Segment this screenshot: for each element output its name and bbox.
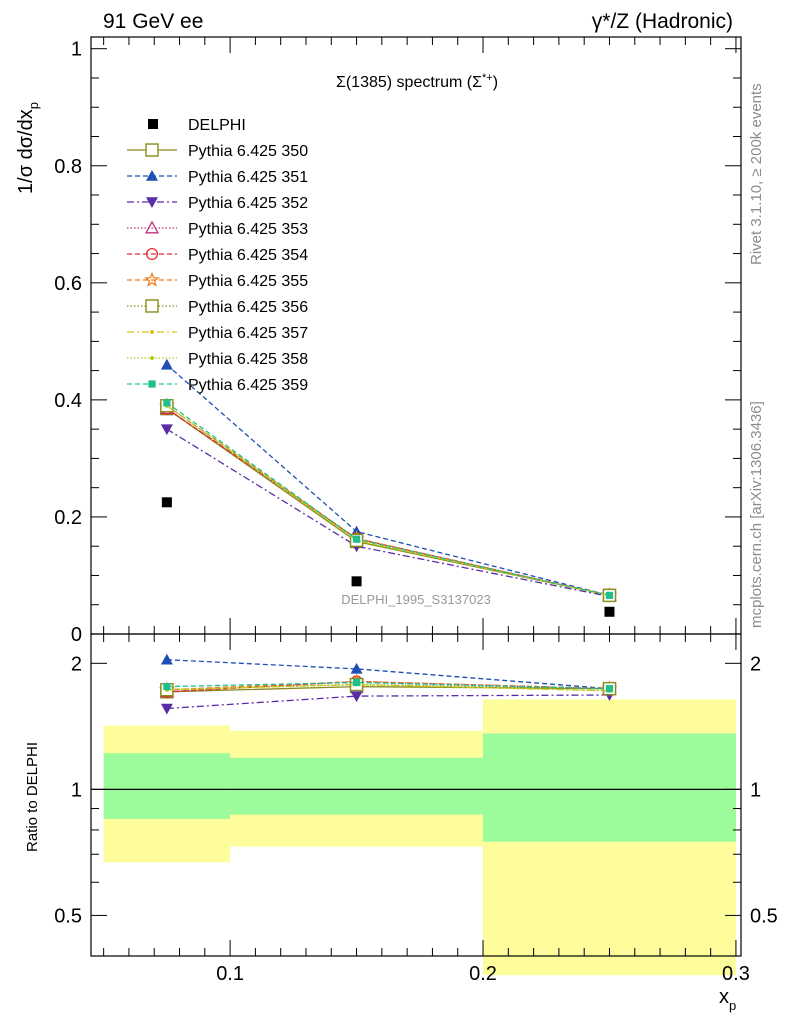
series-line bbox=[166, 408, 610, 597]
legend-label: Pythia 6.425 353 bbox=[188, 221, 308, 238]
ratio-stat-band bbox=[103, 753, 231, 819]
y-tick-label: 0.4 bbox=[54, 390, 82, 412]
mcplots-source-label: mcplots.cern.ch [arXiv:1306.3436] bbox=[748, 401, 765, 628]
series-marker bbox=[160, 358, 173, 370]
header-left-label: 91 GeV ee bbox=[103, 10, 203, 33]
y-tick-label: 0.6 bbox=[54, 273, 82, 295]
legend: DELPHI Pythia 6.425 350 Pythia 6.425 351 Py… bbox=[127, 117, 308, 394]
y-tick-label: 0 bbox=[71, 624, 82, 646]
ratio-axis-label: Ratio to DELPHI bbox=[24, 742, 41, 852]
ratio-series-marker bbox=[605, 685, 614, 693]
y-tick-label: 0.8 bbox=[54, 156, 82, 178]
series-line bbox=[166, 405, 610, 597]
x-tick-label: 0.2 bbox=[469, 963, 497, 985]
legend-label: DELPHI bbox=[188, 117, 246, 134]
ratio-y-tick-label-right: 0.5 bbox=[750, 905, 778, 927]
y-axis-label: 1/σ dσ/dxp bbox=[15, 102, 41, 194]
ratio-y-tick-label-right: 1 bbox=[750, 779, 761, 801]
ratio-series-marker bbox=[350, 662, 363, 674]
series-line bbox=[166, 402, 610, 597]
ratio-series-line bbox=[166, 659, 610, 690]
legend-label: Pythia 6.425 359 bbox=[188, 377, 308, 394]
legend-marker bbox=[145, 299, 159, 313]
legend-marker bbox=[145, 247, 159, 261]
y-tick-label: 0.2 bbox=[54, 507, 82, 529]
legend-marker bbox=[150, 356, 154, 360]
analysis-watermark: DELPHI_1995_S3137023 bbox=[341, 592, 491, 607]
legend-label: Pythia 6.425 355 bbox=[188, 273, 308, 290]
ratio-y-tick-label: 1 bbox=[71, 779, 82, 801]
legend-marker bbox=[144, 220, 160, 234]
main-plot bbox=[158, 358, 618, 617]
ratio-series-marker bbox=[160, 653, 173, 665]
data-marker bbox=[161, 497, 172, 508]
ratio-stat-band bbox=[230, 757, 484, 815]
series-marker bbox=[163, 399, 171, 407]
legend-label: Pythia 6.425 350 bbox=[188, 143, 308, 160]
ratio-uncertainty-bands bbox=[91, 699, 741, 976]
series-marker bbox=[352, 535, 361, 543]
x-tick-label: 0.3 bbox=[722, 963, 750, 985]
legend-marker bbox=[146, 197, 158, 208]
x-axis-label: xp bbox=[719, 986, 736, 1013]
ratio-y-tick-label-right: 2 bbox=[750, 653, 761, 675]
ratio-plot bbox=[158, 653, 618, 715]
ratio-frame bbox=[90, 633, 742, 957]
legend-marker bbox=[146, 170, 158, 181]
series-line bbox=[166, 364, 610, 597]
ratio-series-marker bbox=[160, 703, 173, 715]
ratio-y-tick-label: 2 bbox=[71, 653, 82, 675]
series-line bbox=[166, 405, 610, 597]
legend-marker bbox=[150, 330, 154, 334]
legend-label: Pythia 6.425 354 bbox=[188, 247, 308, 264]
x-tick-label: 0.1 bbox=[216, 963, 244, 985]
series-line bbox=[166, 405, 610, 597]
legend-label: Pythia 6.425 358 bbox=[188, 351, 308, 368]
legend-marker bbox=[145, 143, 159, 157]
legend-marker bbox=[144, 271, 160, 287]
legend-label: Pythia 6.425 356 bbox=[188, 299, 308, 316]
legend-data-marker bbox=[148, 119, 158, 129]
y-tick-label: 1 bbox=[71, 39, 82, 61]
legend-label: Pythia 6.425 352 bbox=[188, 195, 308, 212]
legend-marker bbox=[148, 380, 156, 388]
series-line bbox=[166, 408, 610, 597]
axes: 0.1 0.2 0.3 0 0.2 0.4 0.6 0.8 1 0.5 0.5 1 1 2 2 bbox=[54, 37, 778, 985]
series-line bbox=[166, 408, 610, 597]
series-line bbox=[166, 405, 610, 597]
series-marker bbox=[160, 424, 173, 436]
ratio-y-tick-label: 0.5 bbox=[54, 905, 82, 927]
data-marker bbox=[604, 606, 615, 617]
series-marker bbox=[605, 591, 614, 599]
chart-title: Σ(1385) spectrum (Σ*+) bbox=[336, 72, 498, 91]
ratio-series-marker bbox=[350, 691, 363, 703]
ratio-stat-band bbox=[483, 733, 736, 842]
legend-label: Pythia 6.425 351 bbox=[188, 169, 308, 186]
data-marker bbox=[351, 576, 362, 587]
header-right-label: γ*/Z (Hadronic) bbox=[592, 10, 733, 33]
ratio-series-marker bbox=[163, 682, 171, 691]
series-line bbox=[166, 428, 610, 598]
ratio-series-marker bbox=[352, 678, 361, 687]
legend-label: Pythia 6.425 357 bbox=[188, 325, 308, 342]
rivet-version-label: Rivet 3.1.10, ≥ 200k events bbox=[748, 83, 765, 265]
